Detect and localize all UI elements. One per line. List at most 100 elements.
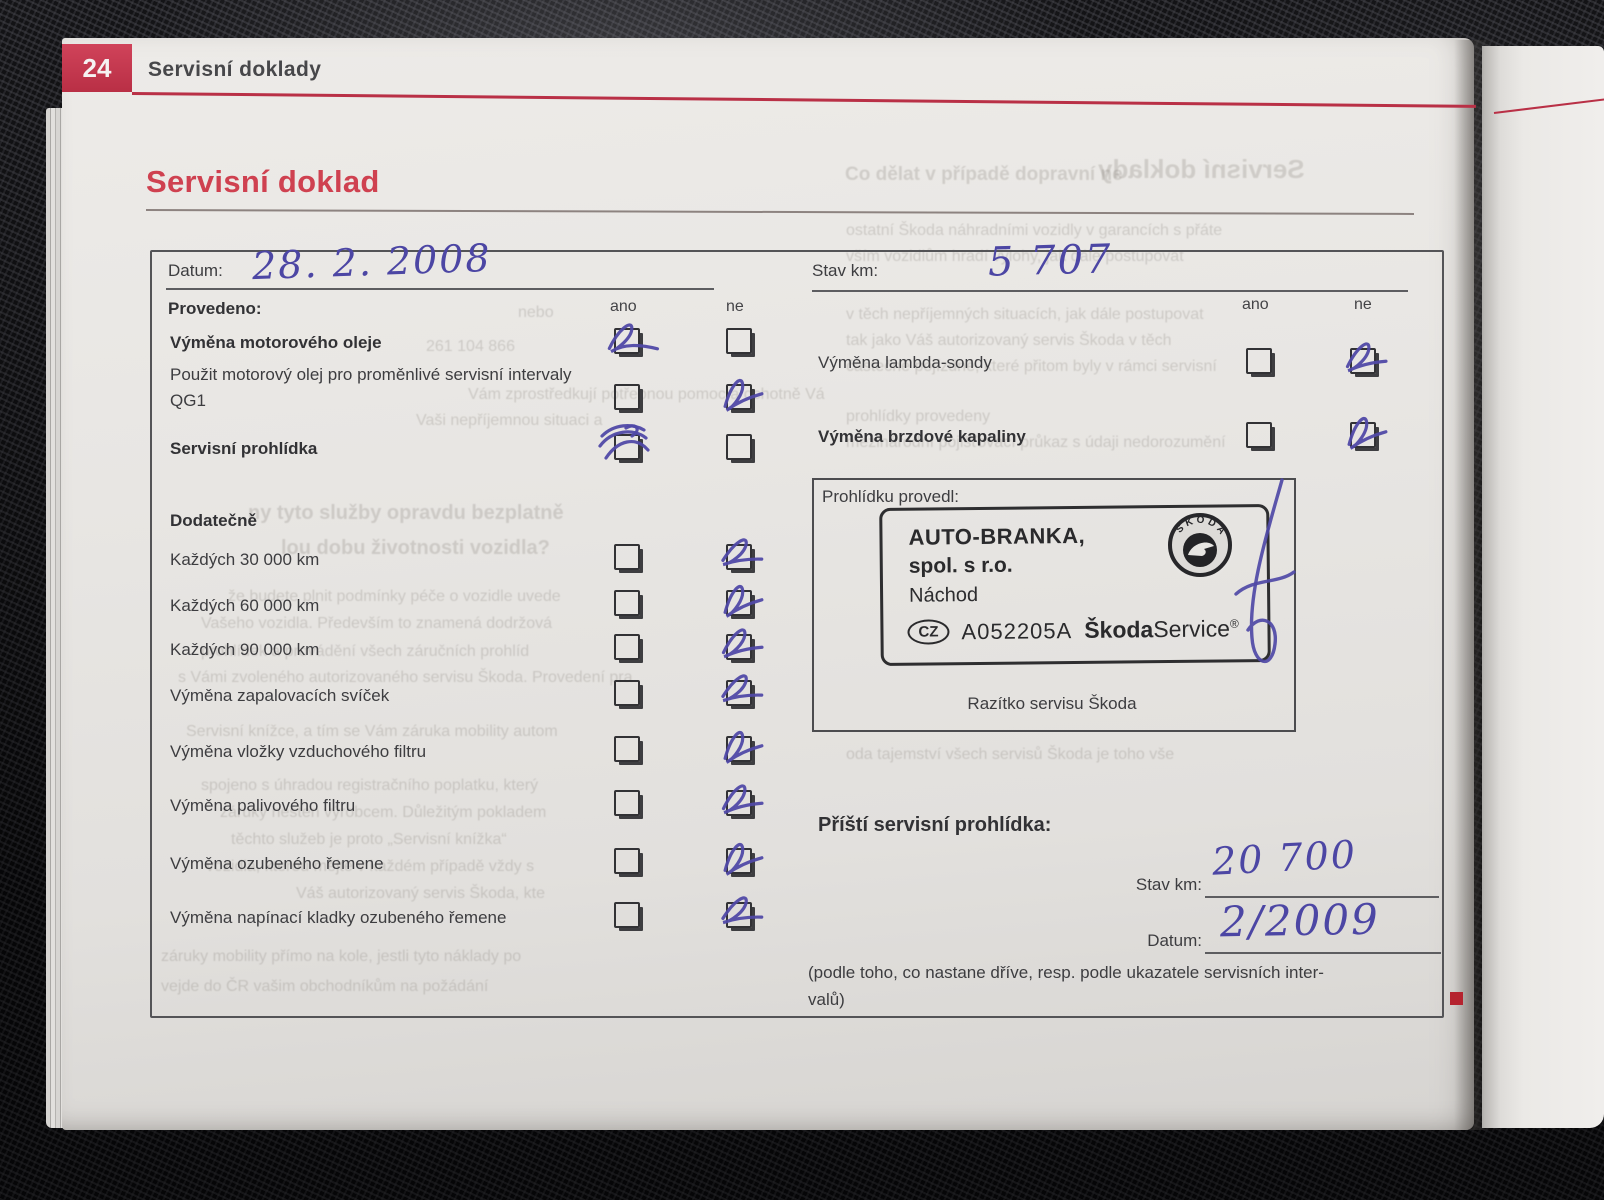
ghost-text: záruky mobility přímo na kole, jestli ty… — [161, 948, 522, 965]
signature — [1234, 478, 1296, 664]
yes-header-right: ano — [1242, 296, 1269, 313]
checkmark — [607, 323, 660, 354]
ghost-text: záruky nesten výrobcem. Důležitým poklad… — [220, 804, 547, 821]
section-label: Dodatečně — [170, 511, 257, 530]
checkmark — [723, 730, 764, 764]
km-label: Stav km: — [812, 261, 879, 280]
checkmark — [721, 674, 764, 703]
ghost-text: Vaši nepříjemnou situaci a — [416, 412, 603, 429]
checkbox-ano — [614, 790, 640, 816]
date-label: Datum: — [168, 261, 223, 280]
checkmark — [1347, 416, 1388, 450]
checkmark — [723, 842, 764, 876]
stamp-caption: Razítko servisu Škoda — [967, 694, 1137, 713]
checkmark — [721, 784, 764, 815]
km-value-handwritten: 5 707 — [987, 236, 1114, 286]
checkbox-ano — [614, 848, 640, 874]
item-label: Výměna zapalovacích svíček — [170, 686, 390, 705]
ghost-text: 261 104 866 — [426, 338, 515, 355]
next-date-handwritten: 2/2009 — [1219, 894, 1381, 947]
ghost-text: vším vozidlům hradí výlohy, jak dále pos… — [846, 248, 1184, 265]
ghost-text: mezinárodní pojišťovací průkaz s údaji n… — [846, 434, 1226, 451]
performed-by-label: Prohlídku provedl: — [822, 487, 960, 506]
ghost-text: spojeno s úhradou registračního poplatku… — [201, 777, 539, 794]
item-label: Výměna ozubeného řemene — [170, 854, 384, 873]
checkbox-ano — [614, 902, 640, 928]
stamp-code-row: CZ A052205A ŠkodaService® — [907, 615, 1239, 645]
note-line1: (podle toho, co nastane dříve, resp. pod… — [808, 963, 1324, 982]
ghost-text: těchto služeb je proto „Servisní knížka“ — [231, 831, 507, 848]
checkmark — [723, 378, 764, 412]
page-edge-stack — [46, 108, 64, 1128]
stamp-company2: spol. s r.o. — [908, 553, 1013, 578]
item-label: Servisní prohlídka — [170, 439, 318, 458]
ghost-text: s Vámi zvoleného autorizovaného servisu … — [178, 669, 633, 686]
item-label: Použit motorový olej pro proměnlivé serv… — [170, 365, 572, 410]
stamp-company: AUTO-BRANKA, — [908, 522, 1086, 550]
page-number: 24 — [82, 52, 112, 83]
ghost-text: Servisní doklady — [1098, 154, 1305, 184]
checkmark — [721, 896, 764, 925]
item-label: Výměna vložky vzduchového filtru — [170, 742, 427, 761]
checkbox-ano — [614, 544, 640, 570]
ghost-text: tak jako Váš autorizovaný servis Škoda v… — [846, 332, 1172, 349]
km-underline — [812, 290, 1408, 292]
date-underline — [166, 288, 714, 290]
ghost-text: ostatní Škoda náhradními vozidly v garan… — [846, 222, 1223, 239]
inspection-stamp-box — [812, 478, 1296, 732]
skoda-logo-icon: ŠKODA — [1165, 510, 1235, 580]
checkmark — [1345, 342, 1388, 373]
checkbox-ne — [726, 434, 752, 460]
ghost-text: prohlídek a provádění všech záručních pr… — [201, 643, 530, 660]
checkbox-ne — [726, 328, 752, 354]
booklet-page — [62, 38, 1474, 1130]
ghost-text: Vašeho vozidla. Především to znamená dod… — [201, 615, 553, 632]
item-label: Výměna napínací kladky ozubeného řemene — [170, 908, 507, 927]
ghost-text: oda tajemství všech servisů Škoda je toh… — [846, 746, 1175, 763]
cz-badge: CZ — [907, 619, 950, 645]
checkmark-scribble — [598, 424, 650, 460]
next-km-label: Stav km: — [1135, 875, 1202, 894]
spine-shadow — [1454, 40, 1500, 1130]
stamp-code: A052205A — [961, 617, 1073, 644]
item-label: Každých 60 000 km — [170, 596, 320, 615]
checkmark — [721, 628, 764, 659]
ghost-text: vejde do ČR vašim obchodníkům na požádán… — [161, 978, 489, 995]
next-date-label: Datum: — [1147, 931, 1202, 950]
checkbox-ano — [614, 384, 640, 410]
checkmark — [721, 538, 764, 567]
checkmark — [723, 584, 764, 618]
ghost-text: vozidla, kterou mějte v každém případě v… — [206, 858, 535, 875]
no-header-left: ne — [726, 298, 744, 315]
page-number-tab: 24 — [62, 44, 132, 92]
next-km-handwritten: 20 700 — [1210, 832, 1359, 884]
no-header-right: ne — [1354, 296, 1372, 313]
next-service-title: Příští servisní prohlídka: — [818, 814, 1052, 836]
item-label: Výměna motorového oleje — [170, 333, 382, 352]
ghost-text: prohlídky provedeny — [846, 408, 991, 425]
checkbox-ano — [614, 634, 640, 660]
service-record-form — [150, 250, 1444, 1018]
ghost-text: Servisní knížce, a tím se Vám záruka mob… — [186, 723, 558, 740]
note-line2: valů) — [808, 990, 845, 1009]
checkbox-ano — [614, 680, 640, 706]
next-date-underline — [1205, 952, 1441, 954]
ghost-text: Vám zprostředkují potřebnou pomoc a ocho… — [468, 386, 825, 403]
checkbox-ano — [614, 590, 640, 616]
ghost-text: v těch nepříjemných situacích, jak dále … — [846, 306, 1204, 323]
checkbox-ano — [1246, 348, 1272, 374]
item-label: Výměna lambda-sondy — [818, 353, 992, 372]
ghost-text: Co dělat v případě dopravní ne — [845, 164, 1123, 185]
ghost-text: ny tyto služby opravdu bezplatně — [248, 502, 564, 524]
checkbox-ano — [614, 736, 640, 762]
ghost-text: lou dobu životnosti vozidla? — [281, 537, 550, 559]
ghost-text: Váš autorizovaný servis Škoda, kte — [296, 885, 546, 902]
item-label: Výměna brzdové kapaliny — [818, 427, 1026, 446]
next-km-underline — [1205, 896, 1439, 898]
ghost-text: částečně pojízdné, které přitom byly v r… — [846, 358, 1217, 375]
skoda-service-wordmark: ŠkodaService® — [1084, 615, 1239, 643]
page-header: Servisní doklady — [148, 58, 322, 81]
checkbox-ano — [1246, 422, 1272, 448]
stamp-city: Náchod — [908, 584, 979, 607]
